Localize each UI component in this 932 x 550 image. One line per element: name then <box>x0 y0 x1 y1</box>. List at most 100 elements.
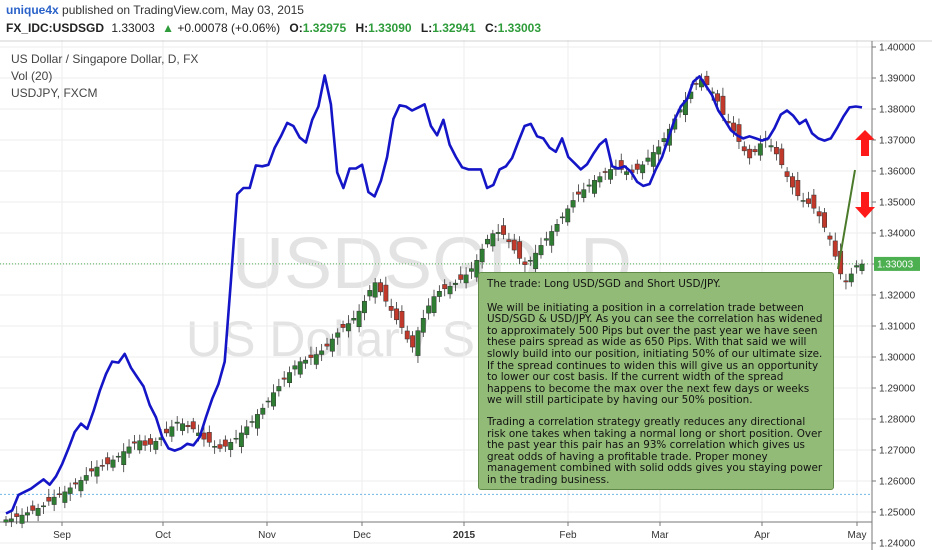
candle <box>153 437 159 455</box>
candle <box>522 257 528 273</box>
legend-overlay[interactable]: USDJPY, FXCM <box>11 86 98 100</box>
candle <box>137 434 143 454</box>
candle <box>741 141 747 156</box>
symbol-name[interactable]: FX_IDC:USDSGD <box>6 21 105 35</box>
candle <box>303 356 309 369</box>
candle <box>816 206 822 224</box>
candle <box>185 420 191 434</box>
usdjpy-series-line <box>5 74 863 515</box>
candle <box>736 118 742 149</box>
candle <box>212 440 218 454</box>
candle <box>832 232 838 260</box>
candle <box>3 516 9 526</box>
trade-note-callout: The trade: Long USD/SGD and Short USD/JP… <box>478 272 834 490</box>
trade-note-paragraph-2: Trading a correlation strategy greatly r… <box>487 415 823 486</box>
y-tick-label: 1.24000 <box>879 539 916 550</box>
candle <box>8 510 14 528</box>
candle <box>420 309 426 338</box>
candle <box>410 331 416 353</box>
candle <box>570 192 576 213</box>
candle <box>645 149 651 166</box>
candle <box>806 191 811 208</box>
candle <box>35 503 41 522</box>
candle <box>479 243 485 269</box>
candlestick-series <box>3 70 865 529</box>
candle <box>795 171 801 201</box>
candle <box>554 219 560 237</box>
candle <box>345 315 351 338</box>
y-tick-label: 1.34000 <box>879 229 916 240</box>
y-tick-label: 1.27000 <box>879 446 916 457</box>
trade-note-paragraph-1: We will be initiating a position in a co… <box>487 301 823 407</box>
x-tick-label: May <box>848 530 867 541</box>
candle <box>452 279 458 292</box>
candle <box>271 384 276 410</box>
candle <box>67 482 73 501</box>
legend-volume[interactable]: Vol (20) <box>11 69 53 83</box>
candle <box>586 178 592 193</box>
publish-info: unique4x published on TradingView.com, M… <box>6 3 304 17</box>
candle <box>848 267 854 287</box>
candle <box>549 225 555 253</box>
x-axis-ticks: Sep Oct Nov Dec 2015 Feb Mar Apr May <box>53 522 866 541</box>
candle <box>715 89 720 106</box>
y-tick-label: 1.39000 <box>879 74 916 85</box>
candle <box>260 403 266 419</box>
change-value: +0.00078 (+0.06%) <box>177 21 281 35</box>
legend-main[interactable]: US Dollar / Singapore Dollar, D, FX <box>11 52 199 66</box>
y-tick-label: 1.29000 <box>879 384 916 395</box>
candle <box>292 360 298 376</box>
x-tick-label: Feb <box>559 530 577 541</box>
candle <box>57 486 62 498</box>
y-tick-label: 1.28000 <box>879 415 916 426</box>
x-tick-label: Nov <box>258 530 276 541</box>
candle <box>297 357 303 378</box>
header-bar: unique4x published on TradingView.com, M… <box>0 0 932 40</box>
candle <box>773 141 779 161</box>
high-value: 1.33090 <box>368 21 412 35</box>
candle <box>436 285 442 303</box>
candle <box>362 295 367 321</box>
candle <box>335 328 341 345</box>
candle <box>164 421 169 437</box>
candle <box>378 278 383 296</box>
candle <box>447 281 453 299</box>
candle <box>442 279 448 297</box>
y-tick-label: 1.25000 <box>879 508 916 519</box>
candle <box>287 366 293 388</box>
candle <box>538 237 544 259</box>
candle <box>121 443 127 473</box>
annotation-pointer <box>837 169 856 270</box>
candle <box>276 378 282 397</box>
candle <box>517 236 523 264</box>
trade-note-title: The trade: Long USD/SGD and Short USD/JP… <box>487 278 721 290</box>
candle <box>249 415 255 428</box>
candle <box>313 346 319 370</box>
candle <box>319 343 325 362</box>
y-tick-label: 1.38000 <box>879 105 916 116</box>
author-link[interactable]: unique4x <box>6 3 59 17</box>
candle <box>244 419 250 439</box>
open-value: 1.32975 <box>302 21 347 35</box>
candle <box>206 425 212 447</box>
candle <box>329 333 335 357</box>
candle <box>19 508 25 529</box>
candle <box>148 434 153 452</box>
candle <box>543 231 549 246</box>
candle <box>859 259 865 275</box>
x-tick-label: Sep <box>53 530 71 541</box>
candle <box>388 298 394 318</box>
candle <box>747 144 753 165</box>
candle <box>78 476 84 498</box>
candle <box>800 192 806 208</box>
quote-line: FX_IDC:USDSGD 1.33003 ▲ +0.00078 (+0.06%… <box>6 21 541 35</box>
candle <box>324 337 330 350</box>
candle <box>811 188 817 214</box>
candle <box>201 425 207 447</box>
close-value: 1.33003 <box>497 21 542 35</box>
candle <box>784 167 790 183</box>
y-tick-label: 1.36000 <box>879 167 916 178</box>
candle <box>169 419 175 442</box>
candle <box>415 326 421 364</box>
candle <box>383 276 389 307</box>
